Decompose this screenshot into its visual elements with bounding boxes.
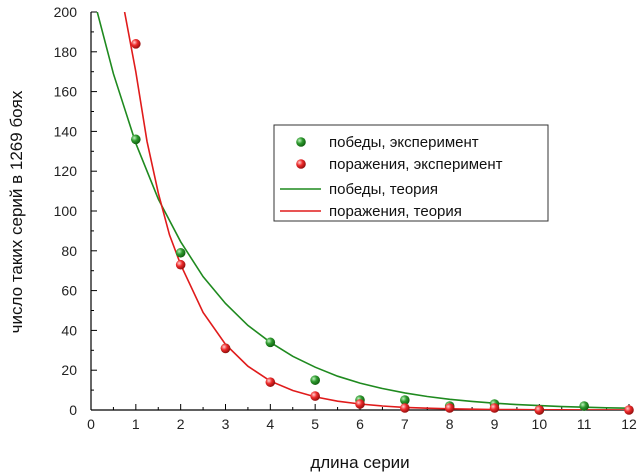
point-losses-experiment: [131, 39, 141, 49]
y-tick-label: 100: [54, 203, 78, 219]
axis-ticks: 0 1 2 3 4 5 6 7 8 9 10 11 12020406080100120140160180…: [54, 4, 637, 432]
legend-marker-wins-experiment: [296, 137, 306, 147]
y-tick-label: 0: [69, 402, 77, 418]
x-tick-label: 5: [311, 416, 319, 432]
y-tick-label: 180: [54, 44, 78, 60]
x-tick-label: 7: [401, 416, 409, 432]
point-wins-experiment: [265, 337, 276, 348]
x-tick-label: 8: [446, 416, 454, 432]
point-losses-experiment: [489, 403, 500, 413]
x-tick-label: 10: [532, 416, 548, 432]
y-tick-label: 20: [61, 362, 77, 378]
x-tick-label: 3: [222, 416, 230, 432]
x-tick-label: 4: [266, 416, 274, 432]
legend-box: [273, 124, 549, 222]
legend-marker-losses-experiment: [296, 159, 306, 169]
x-axis-title: длина серии: [310, 453, 409, 472]
legend-label-wins-theory: победы, теория: [329, 181, 438, 198]
point-wins-experiment: [579, 401, 589, 411]
y-tick-label: 60: [61, 283, 77, 299]
point-losses-experiment: [355, 399, 365, 409]
experiment-points: [131, 39, 634, 415]
y-tick-label: 80: [61, 243, 77, 259]
point-losses-experiment: [220, 343, 231, 354]
y-tick-label: 160: [54, 84, 78, 100]
x-tick-label: 2: [177, 416, 185, 432]
point-losses-experiment: [265, 377, 276, 387]
y-axis-title: число таких серий в 1269 боях: [7, 90, 26, 333]
x-tick-label: 6: [356, 416, 364, 432]
x-tick-label: 0: [87, 416, 95, 432]
y-tick-label: 200: [54, 4, 78, 20]
point-losses-experiment: [624, 405, 634, 415]
legend: победы, эксперимент поражения, экспериме…: [273, 124, 549, 222]
point-losses-experiment: [534, 405, 545, 415]
x-tick-label: 12: [621, 416, 637, 432]
y-tick-label: 40: [61, 322, 77, 338]
legend-label-losses-experiment: поражения, эксперимент: [329, 156, 503, 173]
legend-label-losses-theory: поражения, теория: [329, 203, 462, 220]
x-tick-label: 1: [132, 416, 140, 432]
point-losses-experiment: [400, 403, 410, 413]
y-tick-label: 140: [54, 123, 78, 139]
point-wins-experiment: [400, 395, 410, 405]
point-wins-experiment: [175, 247, 186, 258]
point-losses-experiment: [444, 403, 455, 413]
point-losses-experiment: [310, 391, 320, 401]
point-wins-experiment: [310, 375, 320, 385]
y-tick-label: 120: [54, 163, 78, 179]
point-losses-experiment: [175, 259, 186, 270]
point-wins-experiment: [131, 134, 141, 145]
legend-label-wins-experiment: победы, эксперимент: [329, 134, 479, 151]
x-tick-label: 9: [491, 416, 499, 432]
x-tick-label: 11: [577, 416, 592, 432]
